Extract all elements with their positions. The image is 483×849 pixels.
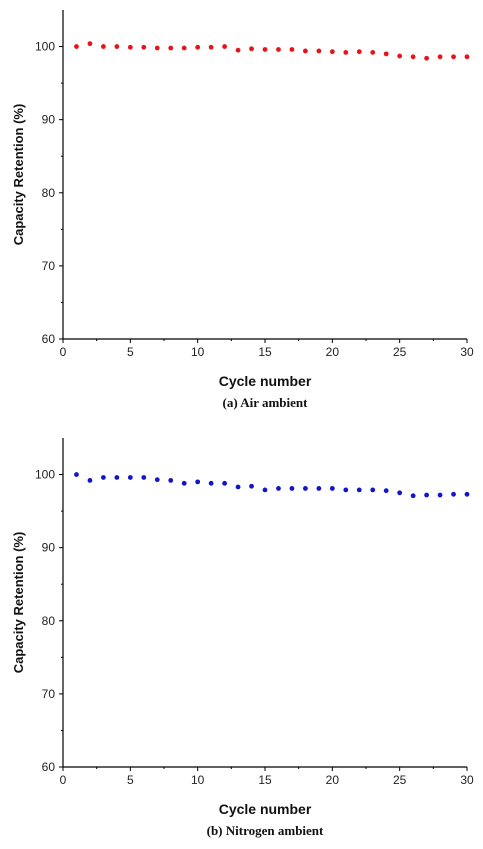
chart-b-data-point xyxy=(424,492,429,498)
chart-b-data-point xyxy=(74,472,79,477)
chart-b-data-point xyxy=(437,492,443,498)
chart-a-data-point xyxy=(114,44,120,49)
chart-a-caption: (a) Air ambient xyxy=(223,395,309,410)
chart-a-data-point xyxy=(276,47,281,52)
chart-b-x-tick-label: 10 xyxy=(191,773,205,787)
chart-b-data-point xyxy=(87,478,93,483)
chart-b-data-point xyxy=(181,480,187,486)
chart-a-data-point xyxy=(397,53,403,59)
chart-a-x-tick-label: 15 xyxy=(258,345,272,359)
chart-b-data-point xyxy=(276,486,281,491)
chart-b-data-point xyxy=(262,487,268,493)
chart-a-data-point xyxy=(222,44,228,49)
chart-b-data-point xyxy=(356,487,362,493)
chart-b-data-point xyxy=(249,483,254,489)
chart-air-ambient: 60 70 80 90 100 0 5 10 15 20 25 30 Capacity Retentio… xyxy=(11,10,474,410)
chart-b-y-tick-label: 80 xyxy=(42,614,56,628)
chart-b-data-point xyxy=(168,478,174,483)
chart-b-data-point xyxy=(101,475,106,480)
chart-a-data-point xyxy=(101,44,106,49)
chart-b-data-point xyxy=(154,477,160,483)
chart-b-data-point xyxy=(410,493,416,499)
chart-a-data-point xyxy=(410,54,416,60)
chart-b-x-tick-label: 5 xyxy=(127,773,134,787)
chart-a-y-axis-label: Capacity Retention (%) xyxy=(11,104,26,246)
chart-b-y-tick-label: 100 xyxy=(35,468,55,482)
chart-b-x-axis-label: Cycle number xyxy=(219,801,312,817)
chart-a-y-tick-label: 60 xyxy=(42,332,56,346)
chart-a-data-point xyxy=(370,50,376,55)
chart-a-x-tick-label: 5 xyxy=(127,345,134,359)
chart-b-x-tick-label: 30 xyxy=(460,773,474,787)
chart-a-y-tick-label: 100 xyxy=(35,40,55,54)
chart-a-x-axis-label: Cycle number xyxy=(219,373,312,389)
chart-a-data-point xyxy=(451,54,456,60)
chart-a-data-point xyxy=(74,44,79,49)
chart-a-data-point xyxy=(356,49,362,55)
chart-b-data-point xyxy=(316,486,322,491)
chart-a-data-point xyxy=(195,44,201,50)
chart-b-data-point xyxy=(195,479,201,485)
chart-b-data-point xyxy=(289,486,295,491)
chart-a-data-point xyxy=(208,44,214,50)
chart-a-data-point xyxy=(316,48,322,54)
chart-a-data-point xyxy=(181,45,187,51)
chart-a-y-tick-label: 90 xyxy=(42,113,56,127)
chart-b-data-point xyxy=(343,487,349,493)
chart-a-data-point xyxy=(464,54,470,60)
chart-b-data-point xyxy=(329,486,335,491)
chart-b-caption: (b) Nitrogen ambient xyxy=(207,823,324,838)
chart-b-x-tick-label: 20 xyxy=(326,773,340,787)
chart-a-y-tick-label: 70 xyxy=(42,259,56,273)
chart-a-data-point xyxy=(343,50,349,55)
chart-a-x-tick-label: 10 xyxy=(191,345,205,359)
chart-b-data-point xyxy=(114,475,120,480)
chart-b-x-tick-label: 25 xyxy=(393,773,407,787)
chart-a-data-point xyxy=(329,49,335,55)
chart-b-data-point xyxy=(451,491,456,497)
chart-a-data-point xyxy=(235,47,241,53)
chart-a-data-point xyxy=(437,54,443,60)
chart-b-data-point xyxy=(397,490,403,496)
chart-a-data-point xyxy=(87,41,93,47)
chart-b-y-tick-label: 60 xyxy=(42,760,56,774)
chart-b-data-point xyxy=(303,486,308,491)
chart-a-data-point xyxy=(127,44,133,50)
chart-a-y-tick-label: 80 xyxy=(42,186,56,200)
chart-a-data-point xyxy=(383,51,389,57)
chart-a-data-point xyxy=(141,44,147,50)
chart-b-data-point xyxy=(127,475,133,480)
chart-b-data-point xyxy=(141,475,147,480)
chart-b-data-point xyxy=(208,480,214,486)
chart-b-data-point xyxy=(222,480,228,486)
chart-a-data-point xyxy=(154,45,160,51)
chart-a-x-tick-label: 30 xyxy=(460,345,474,359)
chart-a-data-point xyxy=(303,48,308,54)
chart-b-y-tick-label: 70 xyxy=(42,687,56,701)
chart-a-x-tick-label: 25 xyxy=(393,345,407,359)
chart-nitrogen-ambient: 60 70 80 90 100 0 5 10 15 20 25 30 Capacity Retentio… xyxy=(11,438,474,838)
chart-a-data-point xyxy=(289,47,295,52)
chart-b-y-tick-label: 90 xyxy=(42,541,56,555)
chart-a-data-point xyxy=(168,45,174,51)
chart-b-data-point xyxy=(235,484,241,490)
chart-a-data-point xyxy=(249,46,254,52)
chart-b-data-point xyxy=(370,487,376,493)
chart-b-y-axis-label: Capacity Retention (%) xyxy=(11,532,26,674)
chart-a-data-point xyxy=(424,55,429,61)
chart-a-x-tick-label: 0 xyxy=(60,345,67,359)
chart-b-data-point xyxy=(383,488,389,494)
chart-b-x-tick-label: 15 xyxy=(258,773,272,787)
chart-a-data-point xyxy=(262,47,268,52)
chart-a-x-tick-label: 20 xyxy=(326,345,340,359)
chart-b-data-point xyxy=(464,491,470,497)
chart-b-x-tick-label: 0 xyxy=(60,773,67,787)
